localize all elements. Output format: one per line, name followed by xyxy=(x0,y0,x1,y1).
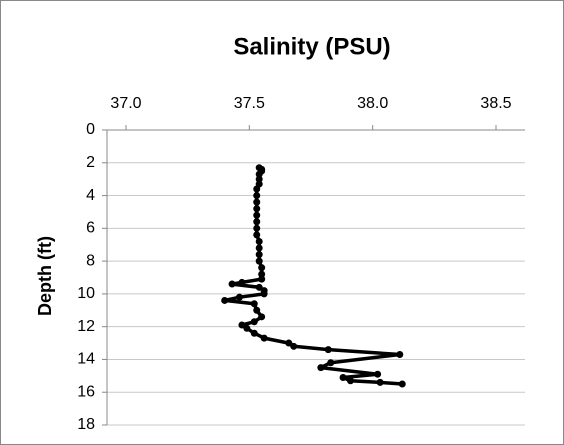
data-point xyxy=(285,339,293,347)
data-point xyxy=(260,290,268,298)
y-tick-label: 6 xyxy=(86,220,95,237)
data-point xyxy=(324,346,332,354)
x-tick-label: 37.0 xyxy=(110,95,141,112)
data-point xyxy=(250,318,258,326)
data-point xyxy=(258,313,266,321)
data-point xyxy=(327,359,335,367)
data-point xyxy=(339,373,347,381)
y-tick-label: 0 xyxy=(86,121,95,138)
y-tick-label: 2 xyxy=(86,154,95,171)
data-point xyxy=(228,280,236,288)
data-point xyxy=(255,175,263,183)
data-point xyxy=(253,224,261,232)
data-point xyxy=(250,329,258,337)
data-point xyxy=(221,296,229,304)
data-point xyxy=(260,334,268,342)
y-tick-label: 14 xyxy=(77,351,95,368)
data-point xyxy=(253,192,261,200)
data-point xyxy=(253,205,261,213)
chart-title: Salinity (PSU) xyxy=(233,33,390,60)
y-tick-label: 4 xyxy=(86,187,95,204)
data-point xyxy=(253,211,261,219)
x-tick-label: 38.5 xyxy=(480,95,511,112)
data-point xyxy=(258,270,266,278)
x-tick-label: 37.5 xyxy=(234,95,265,112)
y-tick-label: 10 xyxy=(77,285,95,302)
y-tick-label: 12 xyxy=(77,318,95,335)
data-point xyxy=(376,378,384,386)
data-point xyxy=(396,351,404,359)
x-tick-label: 38.0 xyxy=(357,95,388,112)
data-point xyxy=(255,237,263,245)
data-point xyxy=(346,377,354,385)
data-point xyxy=(374,370,382,378)
data-point xyxy=(238,278,246,286)
data-point xyxy=(255,170,263,178)
y-axis-label: Depth (ft) xyxy=(35,236,55,316)
data-point xyxy=(255,244,263,252)
data-point xyxy=(255,257,263,265)
data-point xyxy=(255,251,263,259)
data-point xyxy=(253,218,261,226)
data-point xyxy=(317,364,325,372)
data-point xyxy=(238,321,246,329)
data-point xyxy=(398,380,406,388)
y-tick-label: 8 xyxy=(86,252,95,269)
y-tick-label: 18 xyxy=(77,416,95,433)
data-point xyxy=(253,198,261,206)
data-point xyxy=(255,283,263,291)
data-point xyxy=(243,324,251,332)
data-point xyxy=(253,231,261,239)
data-point xyxy=(253,306,261,314)
y-tick-label: 16 xyxy=(77,383,95,400)
data-point xyxy=(290,342,298,350)
data-point xyxy=(250,300,258,308)
data-point xyxy=(235,293,243,301)
data-point xyxy=(253,185,261,193)
data-point xyxy=(258,264,266,272)
data-point xyxy=(258,275,266,283)
